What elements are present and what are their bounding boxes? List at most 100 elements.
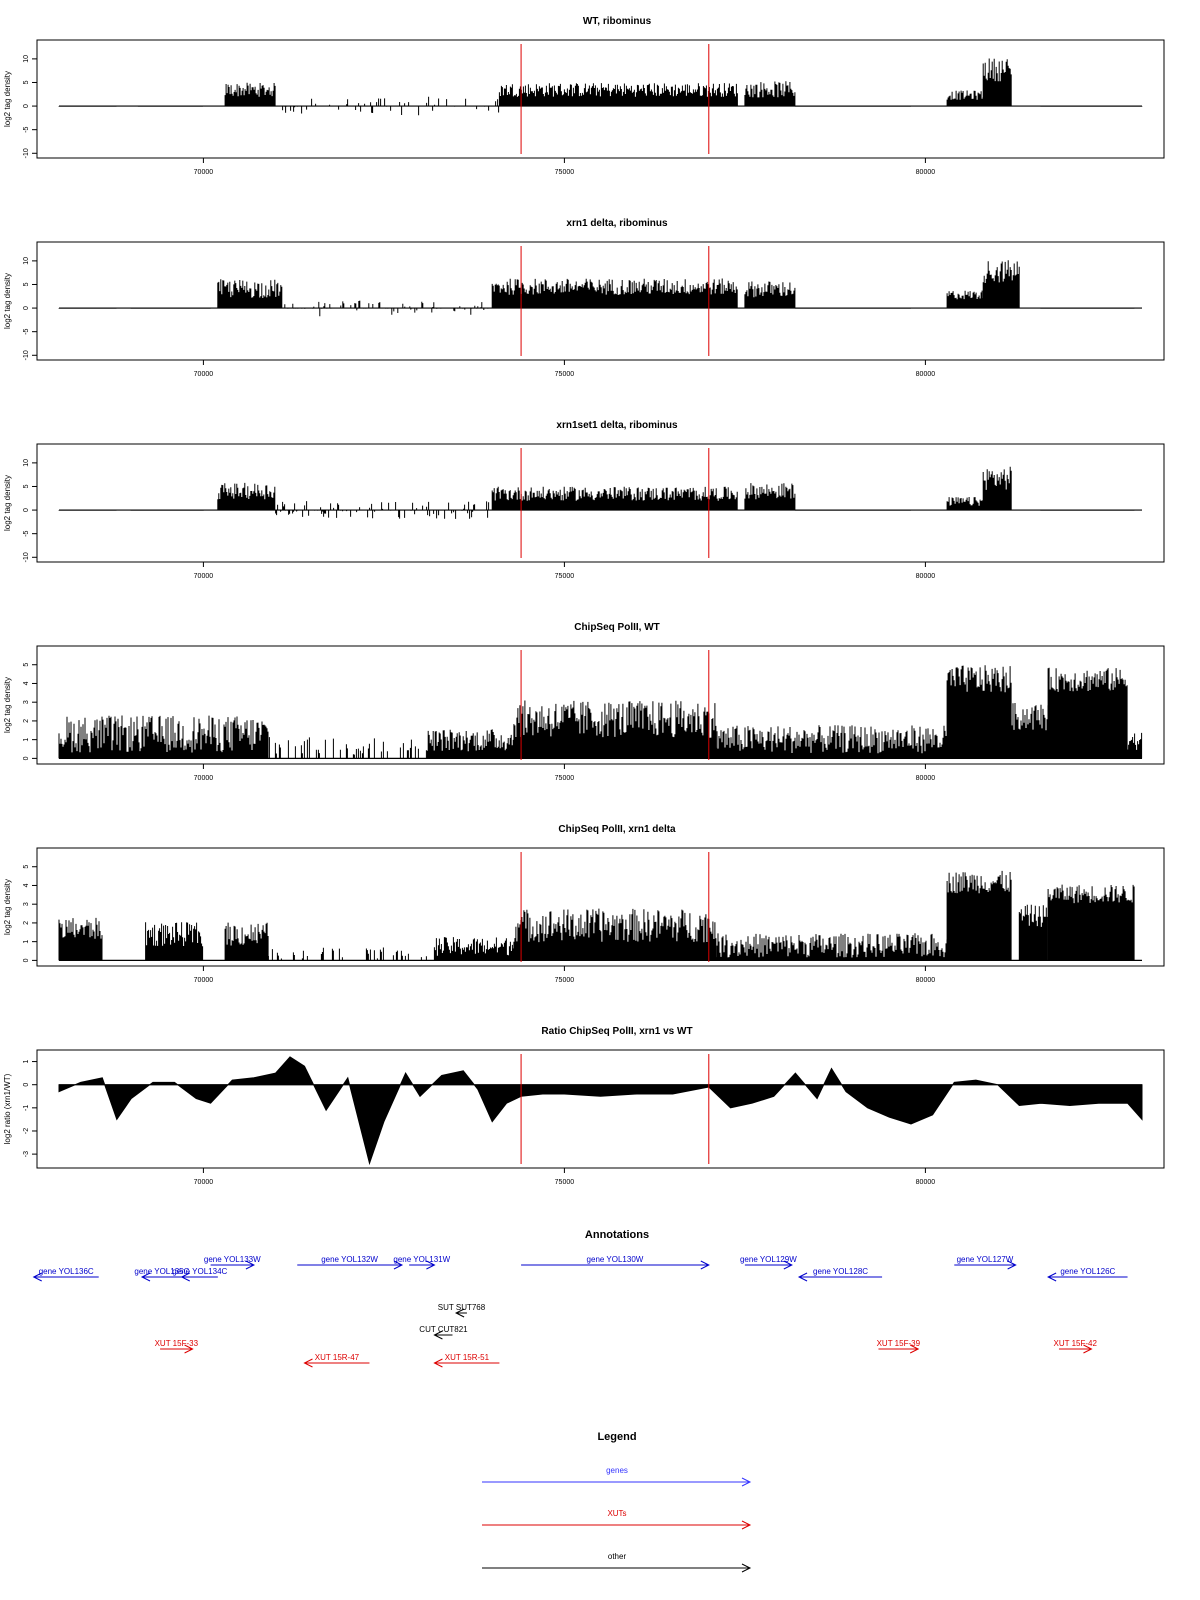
arrow-head xyxy=(245,1260,256,1270)
panel-4: ChipSeq PolII, WT log2 tag density 5 4 3 2 1 0 7… xyxy=(3,622,1165,782)
signal-segment xyxy=(217,482,276,511)
x-tick-label: 75000 xyxy=(555,169,575,176)
panel-title: ChipSeq PolII, WT xyxy=(574,622,660,633)
legend-label: XUTs xyxy=(607,1509,626,1518)
arrow-head xyxy=(783,1260,793,1270)
annotation-label: gene YOL127W xyxy=(957,1255,1014,1264)
arrow-head xyxy=(433,1330,443,1340)
arrow-head xyxy=(426,1260,436,1270)
signal-segment xyxy=(498,83,738,107)
signal-segment xyxy=(715,933,948,961)
y-axis-label: log2 tag density xyxy=(3,879,12,935)
x-tick-label: 75000 xyxy=(555,371,575,378)
x-tick-label: 80000 xyxy=(916,775,936,782)
signal-segment xyxy=(1011,703,1049,759)
annotation-label: XUT 15R-51 xyxy=(445,1353,490,1362)
signal-segment xyxy=(1047,667,1128,759)
y-tick-label: -10 xyxy=(23,552,30,562)
signal-segment xyxy=(982,58,1012,107)
annotation-label: gene YOL134C xyxy=(172,1267,227,1276)
y-tick-label: 10 xyxy=(23,55,30,63)
annotation-label: gene YOL131W xyxy=(393,1255,450,1264)
annotation-label: SUT SUT768 xyxy=(438,1303,486,1312)
y-tick-label: 1 xyxy=(23,738,30,742)
signal-segment xyxy=(715,725,948,759)
x-tick-label: 75000 xyxy=(555,1179,575,1186)
y-tick-label: -5 xyxy=(23,328,30,334)
legend-entry-xuts: XUTs xyxy=(482,1509,752,1530)
y-tick-label: 2 xyxy=(23,921,30,925)
annotation-label: XUT 15F-33 xyxy=(155,1339,199,1348)
panel-2: xrn1 delta, ribominus log2 tag density 10 5… xyxy=(3,218,1165,378)
annotation-label: gene YOL126C xyxy=(1060,1267,1115,1276)
arrow-head xyxy=(797,1272,808,1282)
panel-5: ChipSeq PolII, xrn1 delta log2 tag densit… xyxy=(3,824,1165,984)
arrow-head xyxy=(741,1477,752,1487)
y-tick-label: 0 xyxy=(23,958,30,962)
y-tick-label: 10 xyxy=(23,257,30,265)
arrow-head xyxy=(184,1344,194,1354)
x-tick-label: 75000 xyxy=(555,977,575,984)
panel-frame xyxy=(36,241,1165,361)
signal-segment xyxy=(268,737,427,759)
panel-frame xyxy=(36,443,1165,563)
y-tick-label: 5 xyxy=(23,80,30,84)
arrow-head xyxy=(700,1260,710,1270)
x-tick-label: 75000 xyxy=(555,573,575,580)
annotation-genes: gene YOL128C xyxy=(797,1267,883,1282)
signal-segment xyxy=(744,81,796,107)
signal-segment xyxy=(145,922,204,961)
signal-segment xyxy=(982,466,1012,511)
legend-entry-genes: genes xyxy=(482,1466,752,1487)
y-tick-label: 5 xyxy=(23,865,30,869)
y-tick-label: -5 xyxy=(23,530,30,536)
arrow-head xyxy=(1007,1260,1017,1270)
signal-bars xyxy=(58,665,1143,759)
panel-title: WT, ribominus xyxy=(583,16,652,27)
arrow-head xyxy=(741,1520,752,1530)
panel-frame xyxy=(36,39,1165,159)
signal-segment xyxy=(1127,732,1143,759)
x-tick-label: 70000 xyxy=(194,573,214,580)
signal-segment xyxy=(982,260,1020,309)
x-tick-label: 70000 xyxy=(194,1179,214,1186)
y-tick-label: 5 xyxy=(23,282,30,286)
legend-label: other xyxy=(608,1552,627,1561)
y-tick-label: 5 xyxy=(23,663,30,667)
arrow-head xyxy=(909,1344,920,1354)
annotation-label: XUT 15F-39 xyxy=(877,1339,921,1348)
signal-segment xyxy=(491,278,738,309)
annotation-other: CUT CUT821 xyxy=(419,1325,468,1340)
arrow-head xyxy=(140,1272,151,1282)
arrow-head xyxy=(741,1563,752,1573)
y-tick-label: 0 xyxy=(23,508,30,512)
signal-segment xyxy=(224,922,269,961)
signal-segment xyxy=(433,937,514,961)
annotation-xuts: XUT 15R-47 xyxy=(303,1353,370,1368)
y-tick-label: 0 xyxy=(23,104,30,108)
panel-title: xrn1 delta, ribominus xyxy=(566,218,668,229)
signal-segment xyxy=(1018,904,1048,961)
arrow-head xyxy=(1083,1344,1093,1354)
y-axis-label: log2 tag density xyxy=(3,273,12,329)
y-axis-label: log2 tag density xyxy=(3,71,12,127)
x-tick-label: 80000 xyxy=(916,1179,936,1186)
annotation-label: gene YOL133W xyxy=(204,1255,261,1264)
signal-segment xyxy=(513,908,717,961)
panel-1: WT, ribominus log2 tag density 10 5 0 -5 -10 70… xyxy=(3,16,1165,176)
annotation-xuts: XUT 15F-39 xyxy=(877,1339,921,1354)
panel-title: ChipSeq PolII, xrn1 delta xyxy=(558,824,676,835)
legend-entry-other: other xyxy=(482,1552,752,1573)
y-tick-label: 3 xyxy=(23,902,30,906)
arrow-head xyxy=(454,1308,465,1318)
legend-panel: Legend genes XUTs other xyxy=(482,1431,752,1573)
signal-segment xyxy=(491,486,738,511)
arrow-head xyxy=(303,1358,313,1368)
signal-bars xyxy=(58,466,1135,519)
annotation-label: XUT 15F-42 xyxy=(1053,1339,1097,1348)
signal-segment xyxy=(744,483,796,511)
legend-label: genes xyxy=(606,1466,628,1475)
y-axis-label: log2 tag density xyxy=(3,475,12,531)
annotations-title: Annotations xyxy=(585,1229,649,1241)
